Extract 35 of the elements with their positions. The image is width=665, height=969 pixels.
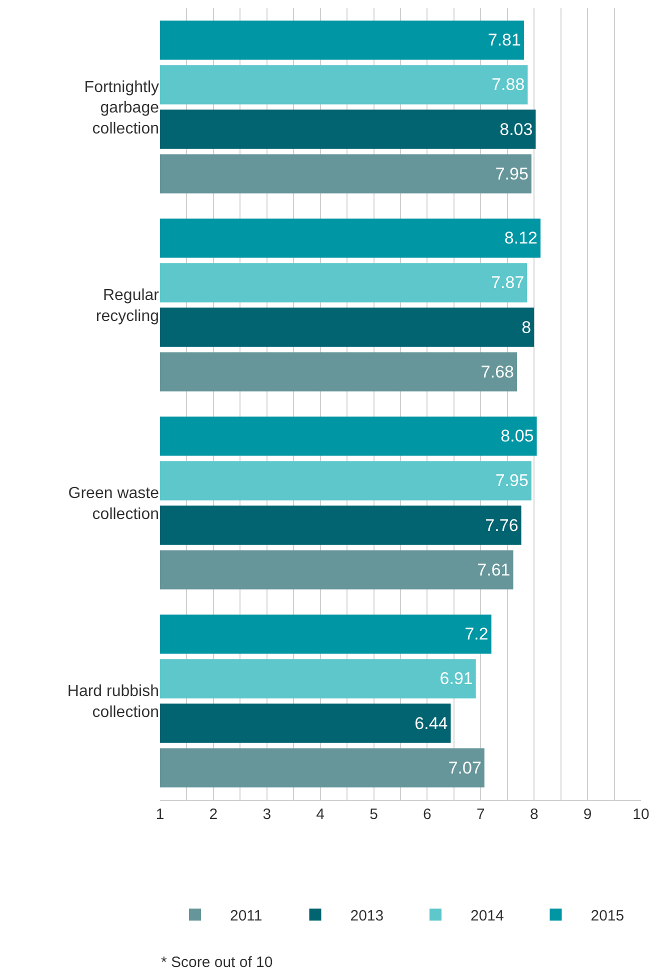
x-tick-label: 7 xyxy=(476,806,485,823)
y-tick-label: Fortnightly garbage collection xyxy=(84,78,160,138)
x-tick-label: 10 xyxy=(632,806,650,823)
data-label: 7.87 xyxy=(491,273,524,292)
data-label: 8.03 xyxy=(500,120,533,139)
data-label: 7.88 xyxy=(492,75,525,94)
data-label: 7.95 xyxy=(495,164,528,184)
data-label: 8.12 xyxy=(504,228,538,248)
data-label: 7.07 xyxy=(448,758,482,778)
data-label: 8.05 xyxy=(500,426,534,446)
legend-label: 2014 xyxy=(470,907,504,924)
legend-label: 2013 xyxy=(350,907,384,924)
text: * Score out of 10 xyxy=(161,954,273,969)
x-tick-label: 8 xyxy=(530,806,538,823)
data-label: 7.2 xyxy=(464,624,488,644)
x-tick-label: 1 xyxy=(156,806,164,823)
y-tick-label: Green waste collection xyxy=(68,485,160,523)
data-label: 6.44 xyxy=(414,714,448,733)
data-label: 8 xyxy=(522,318,532,337)
data-label: 7.68 xyxy=(480,362,514,382)
data-label: 6.91 xyxy=(440,669,473,688)
legend-label: 2015 xyxy=(590,907,624,924)
y-tick-label: Regular recycling xyxy=(96,287,160,325)
x-tick-label: 3 xyxy=(262,806,272,823)
data-label: 7.76 xyxy=(485,516,518,535)
x-tick-label: 6 xyxy=(423,806,432,823)
data-label: 7.61 xyxy=(477,560,510,580)
data-label: 7.81 xyxy=(488,30,521,50)
legend-label: 2011 xyxy=(230,907,262,924)
y-tick-label: Hard rubbish collection xyxy=(67,683,159,721)
x-tick-label: 5 xyxy=(370,806,378,823)
x-tick-label: 4 xyxy=(316,806,324,823)
data-label: 7.95 xyxy=(495,471,528,490)
x-tick-label: 2 xyxy=(209,806,218,823)
x-tick-label: 9 xyxy=(583,806,592,823)
